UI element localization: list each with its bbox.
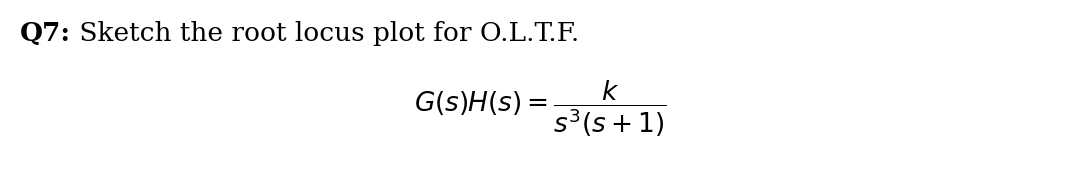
Text: Sketch the root locus plot for O.L.T.F.: Sketch the root locus plot for O.L.T.F. (71, 21, 580, 46)
Text: $G(s)H(s) = \dfrac{k}{s^3(s + 1)}$: $G(s)H(s) = \dfrac{k}{s^3(s + 1)}$ (414, 79, 666, 140)
Text: Q7:: Q7: (19, 21, 70, 46)
